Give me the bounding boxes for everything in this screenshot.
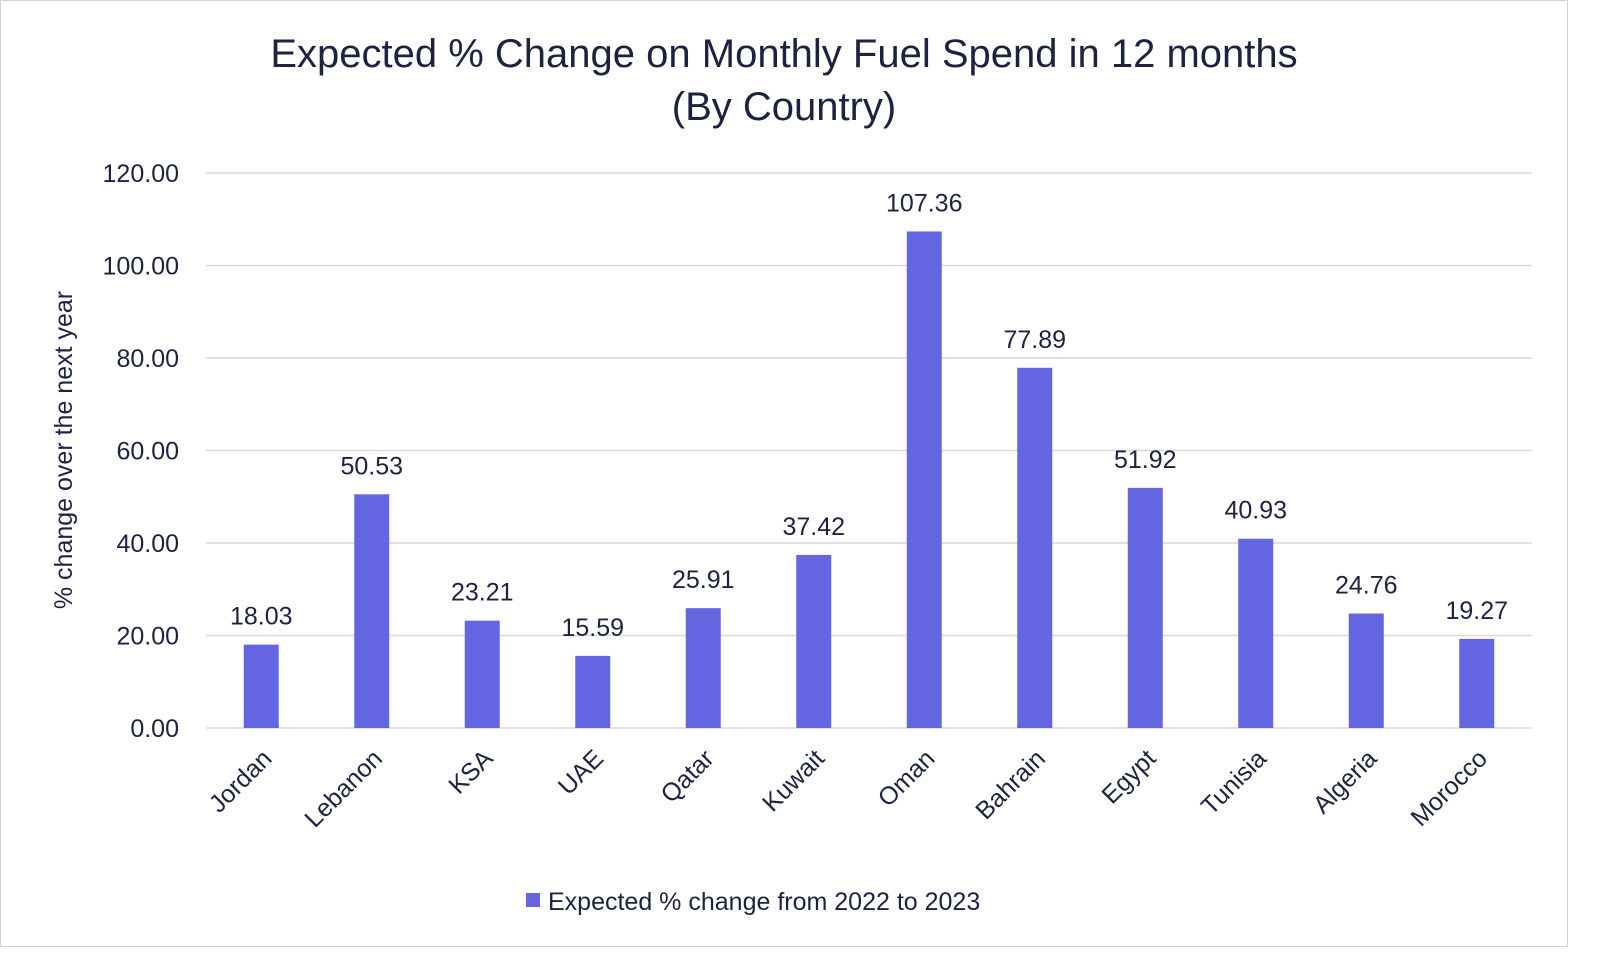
chart-title: Expected % Change on Monthly Fuel Spend … bbox=[270, 32, 1297, 129]
bar-bahrain bbox=[1017, 367, 1053, 728]
y-tick-label: 100.00 bbox=[103, 253, 179, 281]
bar-uae bbox=[575, 655, 611, 728]
data-label-oman: 107.36 bbox=[886, 189, 962, 217]
bar-ksa bbox=[464, 620, 500, 728]
y-tick-label: 0.00 bbox=[130, 715, 179, 743]
y-tick-label: 20.00 bbox=[116, 623, 179, 651]
gridlines bbox=[206, 172, 1532, 729]
x-tick-label-tunisia: Tunisia bbox=[1196, 744, 1272, 820]
data-label-algeria: 24.76 bbox=[1335, 571, 1398, 599]
x-tick-label-lebanon: Lebanon bbox=[299, 744, 388, 833]
legend-label: Expected % change from 2022 to 2023 bbox=[548, 888, 980, 916]
x-tick-label-egypt: Egypt bbox=[1096, 744, 1161, 809]
y-tick-label: 120.00 bbox=[103, 160, 179, 188]
bar-algeria bbox=[1348, 613, 1384, 728]
bar-chart: Expected % Change on Monthly Fuel Spend … bbox=[50, 32, 1532, 916]
chart-frame bbox=[0, 0, 1568, 947]
x-tick-label-qatar: Qatar bbox=[655, 744, 719, 808]
data-label-bahrain: 77.89 bbox=[1003, 326, 1066, 354]
data-label-uae: 15.59 bbox=[561, 614, 624, 642]
bar-oman bbox=[906, 231, 942, 728]
data-label-qatar: 25.91 bbox=[672, 566, 735, 594]
y-axis-title: % change over the next year bbox=[50, 291, 78, 609]
bar-tunisia bbox=[1238, 538, 1274, 728]
x-tick-label-kuwait: Kuwait bbox=[757, 744, 830, 817]
bar-qatar bbox=[685, 608, 721, 728]
y-tick-label: 40.00 bbox=[116, 530, 179, 558]
data-labels: 18.03 50.53 23.21 15.59 25.91 37.42 107.36 77.8… bbox=[230, 189, 1508, 641]
chart-title-line-2: (By Country) bbox=[672, 85, 897, 129]
bar-kuwait bbox=[796, 554, 832, 728]
x-axis: Jordan Lebanon KSA UAE Qatar Kuwait Oman Bahrai… bbox=[204, 744, 1493, 833]
x-tick-label-morocco: Morocco bbox=[1405, 744, 1493, 832]
x-tick-label-uae: UAE bbox=[553, 744, 609, 800]
data-label-lebanon: 50.53 bbox=[340, 452, 403, 480]
bar-egypt bbox=[1127, 487, 1163, 728]
data-label-tunisia: 40.93 bbox=[1224, 497, 1287, 525]
x-tick-label-bahrain: Bahrain bbox=[970, 744, 1051, 825]
bar-morocco bbox=[1459, 638, 1495, 728]
x-tick-label-algeria: Algeria bbox=[1308, 744, 1383, 819]
y-axis: 0.00 20.00 40.00 60.00 80.00 100.00 120.00 bbox=[103, 160, 179, 743]
bar-jordan bbox=[243, 644, 279, 728]
y-tick-label: 60.00 bbox=[116, 438, 179, 466]
data-label-egypt: 51.92 bbox=[1114, 446, 1177, 474]
bar-series bbox=[243, 231, 1495, 728]
x-tick-label-oman: Oman bbox=[873, 744, 941, 812]
x-tick-label-ksa: KSA bbox=[443, 744, 498, 799]
y-tick-label: 80.00 bbox=[116, 345, 179, 373]
chart-title-line-1: Expected % Change on Monthly Fuel Spend … bbox=[270, 32, 1297, 76]
data-label-kuwait: 37.42 bbox=[782, 513, 845, 541]
data-label-morocco: 19.27 bbox=[1445, 597, 1508, 625]
x-tick-label-jordan: Jordan bbox=[204, 744, 278, 818]
legend: Expected % change from 2022 to 2023 bbox=[526, 888, 980, 916]
legend-swatch bbox=[526, 893, 540, 907]
bar-lebanon bbox=[354, 494, 390, 728]
data-label-ksa: 23.21 bbox=[451, 579, 514, 607]
data-label-jordan: 18.03 bbox=[230, 603, 293, 631]
